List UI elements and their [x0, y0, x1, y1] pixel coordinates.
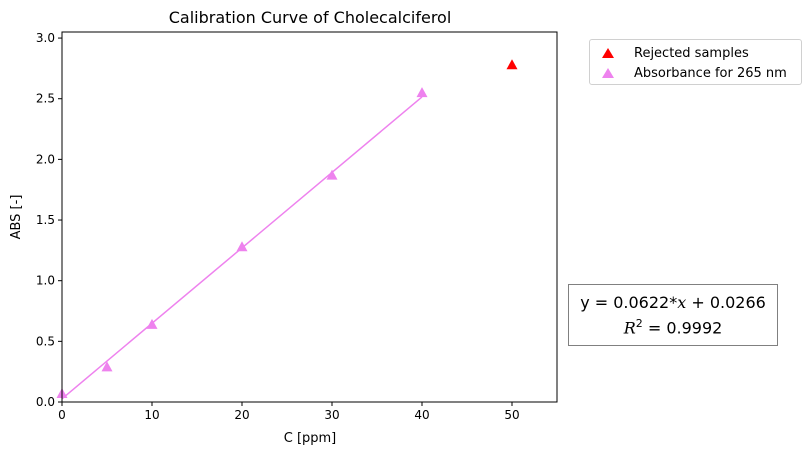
absorbance-point	[416, 87, 428, 98]
regression-annotation: y = 0.0622*x + 0.0266 R2 = 0.9992	[568, 284, 778, 346]
y-tick-label: 3.0	[36, 31, 55, 45]
chart-title: Calibration Curve of Cholecalciferol	[169, 8, 452, 27]
x-axis-ticks: 0 10 20 30 40 50	[58, 402, 520, 422]
legend-label-rejected: Rejected samples	[634, 45, 749, 61]
y-tick-label: 2.5	[36, 92, 55, 106]
y-tick-label: 0.0	[36, 395, 55, 409]
absorbance-point	[326, 169, 338, 180]
regression-equation: y = 0.0622*x + 0.0266	[580, 293, 766, 312]
x-tick-label: 20	[234, 408, 249, 422]
y-axis-label: ABS [-]	[9, 195, 24, 240]
y-axis-ticks: 0.0 0.5 1.0 1.5 2.0 2.5 3.0	[36, 31, 62, 409]
triangle-marker-icon	[602, 48, 614, 58]
triangle-marker-icon	[602, 68, 614, 78]
plot-content	[56, 59, 518, 400]
y-tick-label: 0.5	[36, 334, 55, 348]
x-axis-label: C [ppm]	[284, 431, 337, 446]
y-tick-label: 1.5	[36, 213, 55, 227]
x-tick-label: 30	[324, 408, 339, 422]
absorbance-point	[146, 318, 158, 329]
y-tick-label: 2.0	[36, 152, 55, 166]
r-squared: R2 = 0.9992	[623, 317, 723, 338]
absorbance-point	[101, 361, 113, 372]
x-tick-label: 40	[414, 408, 429, 422]
x-tick-label: 50	[504, 408, 519, 422]
legend: Rejected samples Absorbance for 265 nm	[589, 39, 802, 85]
legend-item-rejected: Rejected samples	[600, 44, 749, 62]
plot-frame	[61, 31, 558, 403]
y-tick-label: 1.0	[36, 274, 55, 288]
absorbance-point	[236, 241, 248, 252]
legend-item-absorbance: Absorbance for 265 nm	[600, 64, 787, 82]
x-tick-label: 10	[144, 408, 159, 422]
rejected-sample-point	[506, 59, 518, 70]
x-tick-label: 0	[58, 408, 66, 422]
legend-label-absorbance: Absorbance for 265 nm	[634, 65, 787, 81]
